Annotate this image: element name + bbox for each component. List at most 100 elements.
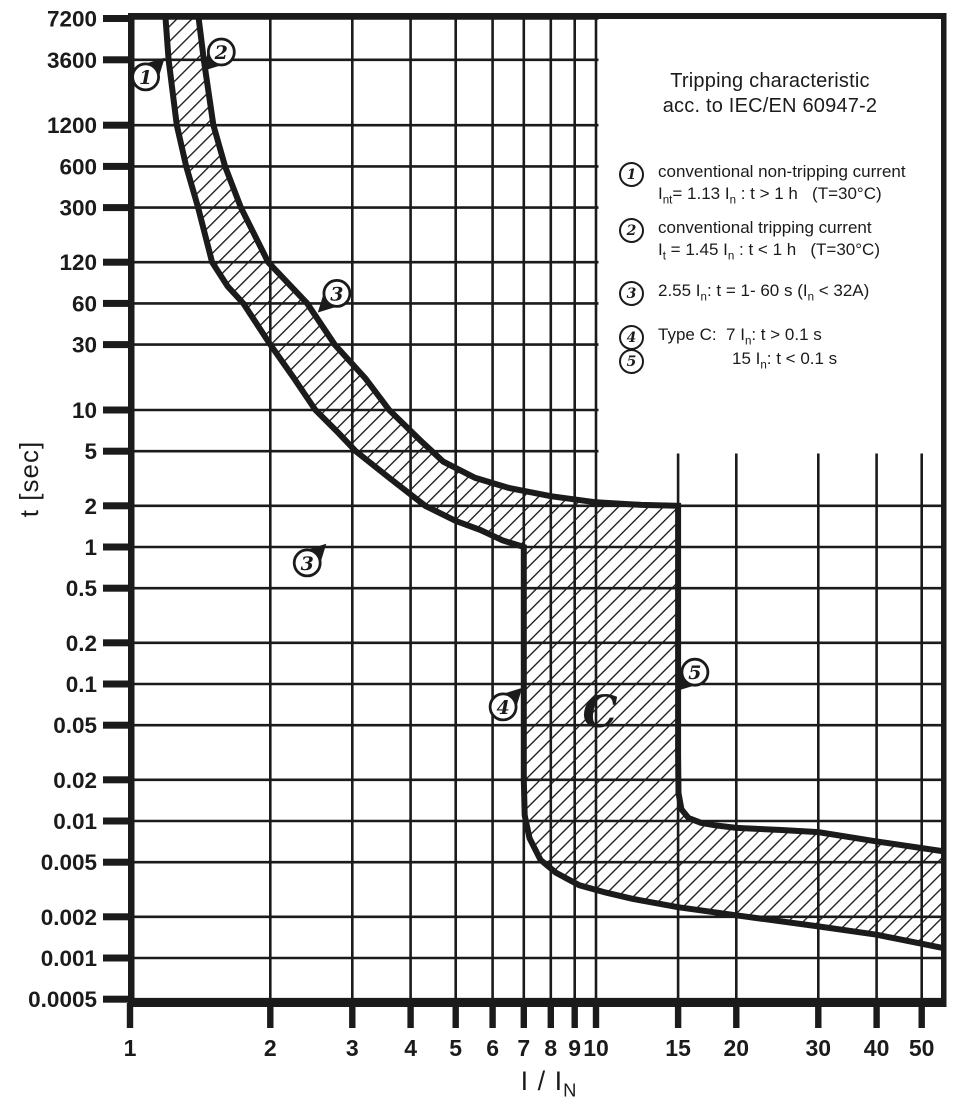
legend-item-1: 1 conventional non-tripping current Int= 1…	[619, 161, 906, 206]
svg-text:4: 4	[496, 697, 509, 719]
legend-item-number: 3	[619, 281, 644, 306]
legend-item-text: It = 1.45 In : t < 1 h (T=30°C)	[658, 239, 880, 262]
x-axis-tick	[733, 1003, 740, 1028]
svg-text:3: 3	[330, 283, 343, 305]
x-tick-label: 9	[568, 1035, 581, 1061]
x-axis-title: I / IN	[520, 1066, 578, 1101]
legend-item-4: 4 Type C: 7 In: t > 0.1 s	[619, 324, 822, 350]
y-axis-tick	[103, 995, 133, 1003]
x-axis-tick	[571, 1003, 578, 1028]
y-axis-tick	[103, 258, 133, 266]
band-type-label: C	[582, 687, 617, 738]
y-axis-title: t [sec]	[14, 440, 44, 518]
y-axis-tick	[103, 15, 133, 22]
x-axis-tick	[815, 1003, 822, 1028]
legend-item-2: 2 conventional tripping current It = 1.45 …	[619, 217, 880, 262]
x-axis-tick	[452, 1003, 459, 1028]
y-axis-tick	[103, 954, 133, 962]
y-tick-label: 5	[84, 439, 97, 464]
legend-item-number: 1	[619, 162, 644, 187]
y-tick-label: 10	[72, 398, 97, 423]
y-axis-tick	[103, 299, 133, 307]
y-axis-tick	[103, 406, 133, 414]
y-axis-tick	[103, 639, 133, 647]
legend-item-text: 15 In: t < 0.1 s	[732, 349, 838, 372]
y-axis-tick	[103, 817, 133, 825]
y-tick-label: 60	[72, 291, 97, 316]
svg-text:1: 1	[139, 67, 152, 89]
y-tick-label: 1	[84, 535, 97, 560]
legend-item-text: Int= 1.13 In : t > 1 h (T=30°C)	[658, 183, 882, 206]
y-tick-label: 1200	[47, 113, 97, 138]
lower-boundary-curve	[162, 15, 945, 952]
legend-item-number: 4	[619, 325, 644, 350]
svg-text:3: 3	[301, 553, 314, 575]
legend-item-number: 5	[619, 349, 644, 374]
x-tick-label: 4	[404, 1035, 417, 1061]
curve-marker-5: 5	[675, 657, 710, 692]
y-tick-label: 3600	[47, 48, 97, 73]
y-axis-tick	[103, 543, 133, 551]
plot-border	[103, 13, 947, 1028]
x-axis-tick	[489, 1003, 496, 1028]
x-tick-label: 6	[486, 1035, 499, 1061]
y-axis-tick	[103, 680, 133, 688]
y-axis-tick	[103, 913, 133, 921]
y-tick-label: 0.02	[53, 768, 97, 793]
x-tick-label: 5	[449, 1035, 462, 1061]
x-axis-tick	[592, 1003, 600, 1028]
y-axis-tick	[103, 162, 133, 170]
x-axis-tick	[407, 1003, 414, 1028]
curve-marker-2: 2	[202, 37, 236, 72]
y-axis-tick	[103, 721, 133, 729]
y-axis-tick	[103, 204, 133, 212]
x-tick-label: 3	[346, 1035, 359, 1061]
legend-item-number: 2	[619, 218, 644, 243]
y-axis-tick	[103, 447, 133, 455]
y-tick-label: 0.01	[53, 809, 97, 834]
curve-marker-1: 1	[131, 57, 165, 92]
legend-item-5: 5 15 In: t < 0.1 s	[619, 348, 837, 374]
x-axis-tick	[349, 1003, 356, 1028]
legend-title: Tripping characteristic acc. to IEC/EN 6…	[599, 19, 941, 119]
y-tick-label: 0.0005	[28, 987, 97, 1012]
x-axis-tick	[520, 1003, 527, 1028]
y-axis-tick	[103, 776, 133, 784]
y-tick-label: 0.005	[41, 850, 97, 875]
curve-marker-3: 3	[292, 543, 327, 578]
y-tick-label: 0.001	[41, 946, 97, 971]
y-tick-label: 120	[59, 250, 97, 275]
x-tick-label: 40	[864, 1035, 890, 1061]
y-axis-tick	[103, 341, 133, 349]
x-axis-tick	[126, 1003, 134, 1028]
x-axis-tick	[918, 1003, 925, 1028]
legend-item-text: Type C: 7 In: t > 0.1 s	[658, 325, 822, 348]
curve-marker-3: 3	[317, 278, 352, 313]
y-tick-label: 2	[84, 494, 97, 519]
x-axis-tick	[547, 1003, 554, 1028]
x-axis-tick	[267, 1003, 274, 1028]
y-tick-label: 600	[59, 154, 97, 179]
legend-item-text: conventional tripping current	[658, 218, 872, 237]
y-axis-tick	[103, 502, 133, 510]
y-axis-tick	[103, 858, 133, 866]
tripping-band	[165, 15, 944, 949]
x-tick-label: 1	[124, 1035, 137, 1061]
legend-panel: Tripping characteristic acc. to IEC/EN 6…	[599, 19, 941, 453]
x-tick-label: 7	[517, 1035, 530, 1061]
x-tick-label: 20	[724, 1035, 750, 1061]
svg-text:5: 5	[688, 662, 701, 684]
legend-title-line1: Tripping characteristic	[670, 70, 870, 92]
x-tick-label: 8	[544, 1035, 557, 1061]
svg-text:2: 2	[214, 42, 228, 64]
legend-item-text: conventional non-tripping current	[658, 162, 906, 181]
upper-boundary-curve	[195, 15, 945, 855]
x-tick-label: 30	[806, 1035, 832, 1061]
y-axis-tick	[103, 56, 133, 64]
y-tick-label: 0.002	[41, 905, 97, 930]
y-tick-label: 0.05	[53, 713, 97, 738]
legend-title-line2: acc. to IEC/EN 60947-2	[662, 95, 878, 117]
y-axis-tick	[103, 584, 133, 592]
x-axis-tick	[674, 1003, 682, 1028]
